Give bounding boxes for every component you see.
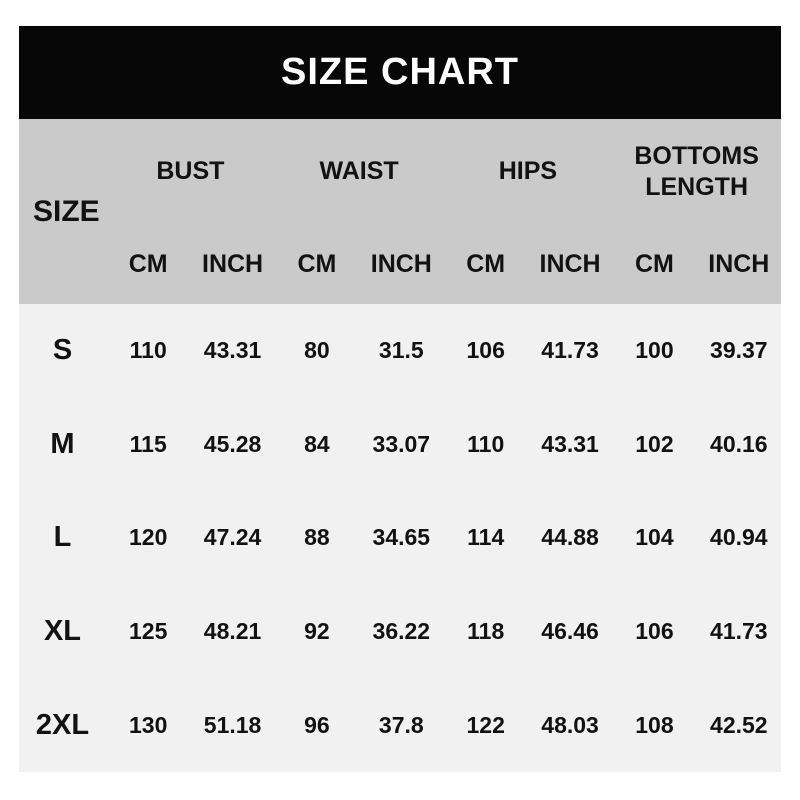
table-cell: 118: [443, 584, 528, 679]
unit-header-inch: INCH: [696, 225, 781, 304]
unit-header-inch: INCH: [527, 225, 613, 304]
group-header-hips: HIPS: [443, 119, 613, 225]
table-cell: 47.24: [190, 491, 275, 585]
table-cell: 43.31: [190, 304, 275, 398]
size-column-header: SIZE: [19, 119, 106, 304]
unit-header-inch: INCH: [190, 225, 275, 304]
table-cell: 37.8: [359, 678, 444, 772]
row-size-label: XL: [19, 584, 106, 679]
row-size-label: M: [19, 397, 106, 492]
table-cell: 34.65: [359, 491, 444, 585]
size-chart-banner: SIZE CHART: [19, 26, 781, 119]
table-cell: 110: [106, 304, 191, 398]
table-cell: 46.46: [527, 584, 613, 679]
size-table: SIZE BUST WAIST HIPS BOTTOMS LENGTH CM I…: [19, 119, 781, 772]
group-header-bottoms-length: BOTTOMS LENGTH: [612, 119, 781, 225]
table-cell: 114: [443, 491, 528, 585]
group-header-waist: WAIST: [274, 119, 444, 225]
table-cell: 108: [612, 678, 697, 772]
table-cell: 40.94: [696, 491, 781, 585]
row-size-label: S: [19, 304, 106, 398]
unit-header-inch: INCH: [359, 225, 444, 304]
table-cell: 92: [274, 584, 360, 679]
table-cell: 110: [443, 397, 528, 492]
table-cell: 122: [443, 678, 528, 772]
table-cell: 104: [612, 491, 697, 585]
table-cell: 45.28: [190, 397, 275, 492]
table-cell: 48.03: [527, 678, 613, 772]
table-cell: 84: [274, 397, 360, 492]
table-cell: 80: [274, 304, 360, 398]
table-cell: 51.18: [190, 678, 275, 772]
table-cell: 48.21: [190, 584, 275, 679]
table-cell: 33.07: [359, 397, 444, 492]
table-cell: 96: [274, 678, 360, 772]
table-cell: 36.22: [359, 584, 444, 679]
table-cell: 120: [106, 491, 191, 585]
row-size-label: 2XL: [19, 678, 106, 772]
row-size-label: L: [19, 491, 106, 585]
table-cell: 106: [443, 304, 528, 398]
table-cell: 41.73: [696, 584, 781, 679]
unit-header-cm: CM: [612, 225, 697, 304]
table-cell: 125: [106, 584, 191, 679]
table-cell: 102: [612, 397, 697, 492]
table-cell: 40.16: [696, 397, 781, 492]
group-header-bust: BUST: [106, 119, 275, 225]
unit-header-cm: CM: [443, 225, 528, 304]
table-cell: 41.73: [527, 304, 613, 398]
unit-header-cm: CM: [274, 225, 360, 304]
table-cell: 31.5: [359, 304, 444, 398]
chart-title: SIZE CHART: [281, 51, 519, 93]
table-cell: 100: [612, 304, 697, 398]
unit-header-cm: CM: [106, 225, 191, 304]
table-cell: 44.88: [527, 491, 613, 585]
table-cell: 106: [612, 584, 697, 679]
table-cell: 115: [106, 397, 191, 492]
table-cell: 42.52: [696, 678, 781, 772]
table-cell: 88: [274, 491, 360, 585]
table-cell: 130: [106, 678, 191, 772]
size-chart: SIZE CHART SIZE BUST WAIST HIPS BOTTOMS …: [19, 26, 781, 772]
table-cell: 39.37: [696, 304, 781, 398]
table-cell: 43.31: [527, 397, 613, 492]
